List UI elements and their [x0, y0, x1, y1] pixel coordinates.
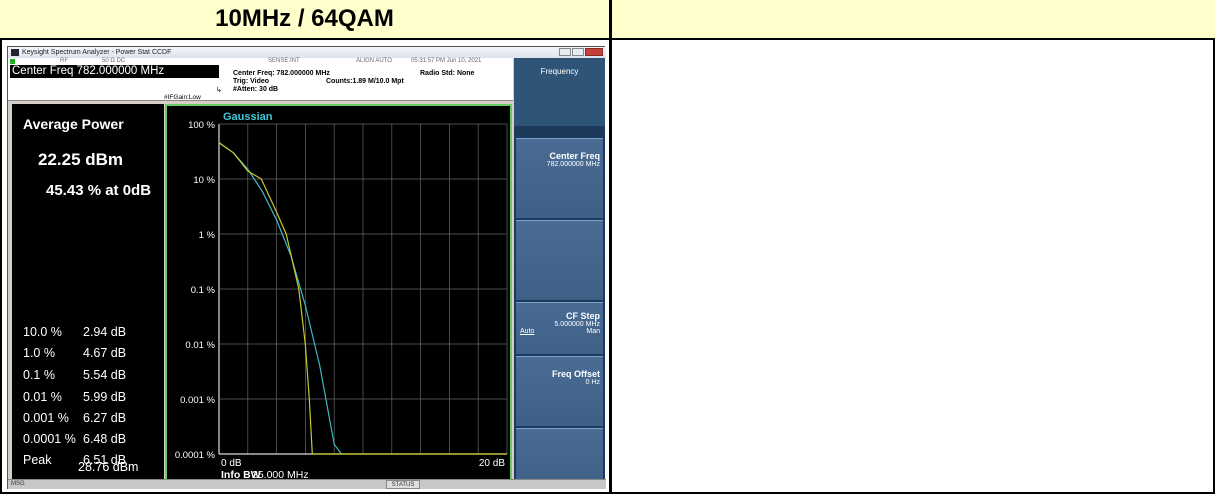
cf-step-softkey[interactable]: CF Step 5.000000 MHz Auto Man — [516, 302, 603, 354]
input-arrow-icon: ↳ — [216, 87, 222, 94]
stat-value: 4.67 dB — [83, 346, 127, 360]
softkey-label: Freq Offset — [551, 369, 600, 379]
menu-title: Frequency — [514, 58, 605, 126]
stat-value: 2.94 dB — [83, 325, 127, 339]
timestamp: 05:31:57 PM Jun 10, 2021 — [411, 58, 482, 64]
peak-dbm-value: 28.76 dBm — [78, 460, 139, 474]
stat-label: 10.0 % — [23, 325, 62, 339]
x-tick-label: 0 dB — [221, 458, 242, 469]
ccdf-chart: 100 % 10 % 1 % 0.1 % 0.01 % 0.001 % 0.0001 % 0 … — [175, 111, 508, 481]
maximize-button[interactable] — [572, 48, 584, 56]
trigger-readout: Trig: Video — [233, 78, 270, 85]
center-freq-readout: Center Freq: 782.000000 MHz — [233, 70, 330, 77]
softkey-panel: Frequency Center Freq 782.000000 MHz CF … — [514, 58, 605, 487]
app-icon — [11, 49, 19, 56]
header-title: 10MHz / 64QAM — [215, 5, 394, 32]
y-tick-label: 1 % — [199, 230, 216, 241]
stat-label: 0.1 % — [23, 368, 55, 382]
y-tick-label: 0.01 % — [185, 340, 215, 351]
softkey-value: 5.000000 MHz — [554, 321, 600, 328]
percent-at-0db: 45.43 % at 0dB — [46, 182, 152, 199]
auto-man-toggle[interactable]: Auto Man — [516, 328, 600, 335]
legend-gaussian: Gaussian — [223, 111, 273, 123]
softkey-label: CF Step — [565, 311, 600, 321]
stat-label: 0.01 % — [23, 390, 62, 404]
gaussian-curve — [218, 142, 342, 455]
header-cell-left: 10MHz / 64QAM — [0, 0, 609, 40]
window-controls — [559, 48, 603, 56]
message-bar: MSG STATUS — [8, 479, 606, 489]
stat-value: 5.54 dB — [83, 368, 127, 382]
stat-label: Peak — [23, 453, 52, 467]
stat-value: 5.99 dB — [83, 390, 127, 404]
ifgain-readout: #IFGain:Low — [164, 94, 201, 101]
stat-label: 1.0 % — [23, 346, 55, 360]
softkey-blank[interactable] — [516, 220, 603, 300]
measured-ccdf-curve — [218, 142, 507, 455]
softkey-value: 0 Hz — [585, 379, 600, 386]
stat-value: 6.48 dB — [83, 432, 127, 446]
info-bw-label: Info BW — [221, 469, 261, 481]
header-cell-right — [612, 0, 1215, 40]
window-titlebar: Keysight Spectrum Analyzer - Power Stat … — [8, 47, 606, 58]
average-power-title: Average Power — [23, 116, 124, 132]
sense-indicator: SENSE:INT — [268, 58, 300, 64]
impedance-indicator: 50 Ω DC — [102, 58, 126, 64]
minimize-button[interactable] — [559, 48, 571, 56]
analyzer-window: Keysight Spectrum Analyzer - Power Stat … — [7, 46, 606, 489]
auto-option: Auto — [520, 328, 535, 335]
center-freq-display[interactable]: Center Freq 782.000000 MHz — [10, 65, 219, 78]
rf-indicator: RF — [60, 58, 68, 64]
stat-row: 10.0 % 2.94 dB — [23, 325, 126, 339]
msg-label: MSG — [11, 481, 25, 487]
stat-row: 0.01 % 5.99 dB — [23, 390, 126, 404]
counts-readout: Counts:1.89 M/10.0 Mpt — [326, 78, 404, 85]
metrics-panel: Average Power 22.25 dBm 45.43 % at 0dB 1… — [12, 104, 164, 487]
ccdf-plot: 100 % 10 % 1 % 0.1 % 0.01 % 0.001 % 0.0001 % 0 … — [165, 104, 512, 487]
radio-std-readout: Radio Std: None — [420, 70, 475, 77]
align-indicator: ALIGN AUTO — [356, 58, 392, 64]
column-divider — [609, 0, 612, 494]
stat-row: Peak 6.51 dB — [23, 453, 126, 467]
softkey-value: 782.000000 MHz — [546, 161, 600, 168]
freq-offset-softkey[interactable]: Freq Offset 0 Hz — [516, 356, 603, 426]
status-label: STATUS — [386, 480, 420, 489]
softkey-label: Center Freq — [549, 151, 600, 161]
softkey-blank[interactable] — [516, 428, 603, 486]
stat-label: 0.0001 % — [23, 432, 76, 446]
y-tick-label: 100 % — [188, 120, 215, 131]
close-button[interactable] — [585, 48, 603, 56]
status-indicator-icon — [10, 59, 15, 64]
stat-label: 0.001 % — [23, 411, 69, 425]
man-option: Man — [586, 328, 600, 335]
center-freq-softkey[interactable]: Center Freq 782.000000 MHz — [516, 138, 603, 218]
y-tick-label: 0.1 % — [191, 285, 216, 296]
x-tick-label: 20 dB — [479, 458, 505, 469]
stat-value: 6.27 dB — [83, 411, 127, 425]
stat-row: 0.001 % 6.27 dB — [23, 411, 126, 425]
stat-row: 1.0 % 4.67 dB — [23, 346, 126, 360]
stat-row: 0.1 % 5.54 dB — [23, 368, 126, 382]
y-tick-label: 10 % — [193, 175, 215, 186]
attenuation-readout: #Atten: 30 dB — [233, 86, 279, 93]
stat-value: 6.51 dB — [83, 453, 127, 467]
info-bw-value: 25.000 MHz — [252, 469, 309, 481]
measurement-status-bar: RF 50 Ω DC SENSE:INT ALIGN AUTO 05:31:57… — [8, 58, 513, 101]
y-tick-label: 0.0001 % — [175, 450, 216, 461]
average-power-value: 22.25 dBm — [38, 150, 124, 169]
window-title: Keysight Spectrum Analyzer - Power Stat … — [22, 49, 172, 56]
y-tick-label: 0.001 % — [180, 395, 215, 406]
stat-row: 0.0001 % 6.48 dB — [23, 432, 126, 446]
